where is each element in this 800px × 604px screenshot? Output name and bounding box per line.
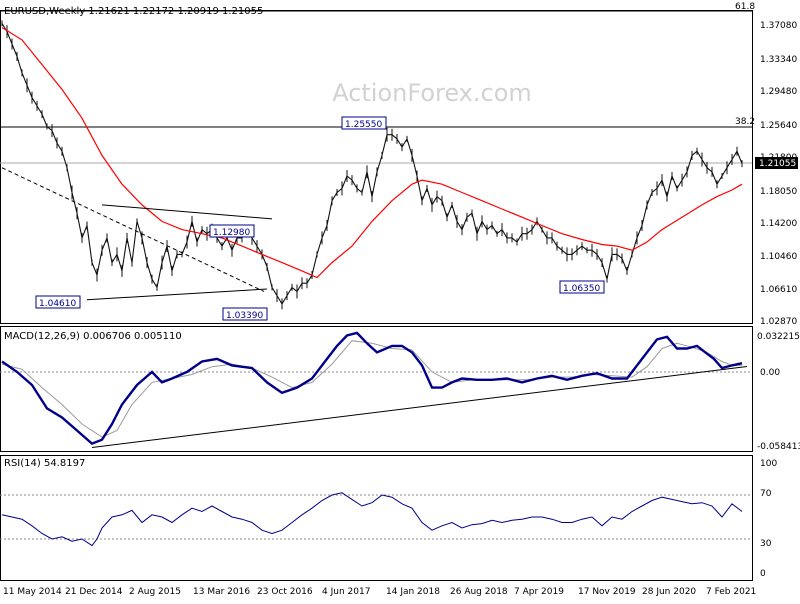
x-tick: 26 Aug 2018 xyxy=(450,587,508,597)
annotation-box xyxy=(35,295,81,309)
macd-title: MACD(12,26,9) 0.006706 0.005110 xyxy=(4,331,182,342)
price-tick: 1.37080 xyxy=(760,21,797,31)
price-tick: 1.06610 xyxy=(760,285,797,295)
fib-61-8-label: 61.8 xyxy=(735,2,755,12)
trendline xyxy=(101,204,273,220)
fib-38-2-label: 38.2 xyxy=(735,117,755,127)
annotation-label: 1.25550 xyxy=(345,120,382,130)
price-tick: 1.25640 xyxy=(760,121,797,131)
macd-tick: 0.032215 xyxy=(757,332,800,342)
annotation-label: 1.04610 xyxy=(39,299,76,309)
price-tick: 1.02870 xyxy=(760,317,797,327)
annotation-box xyxy=(341,116,387,130)
price-tick: 1.14200 xyxy=(760,219,797,229)
x-tick: 28 Jun 2020 xyxy=(642,587,696,597)
current-price-badge xyxy=(755,157,798,169)
price-tick: 1.33340 xyxy=(760,55,797,65)
annotation-box xyxy=(209,224,255,238)
macd-tick: -0.058413 xyxy=(757,442,800,452)
x-tick: 11 May 2014 xyxy=(3,587,62,597)
x-tick: 4 Jun 2017 xyxy=(322,587,370,597)
rsi-pane xyxy=(0,455,753,581)
price-trendlines xyxy=(1,167,273,301)
macd-pane xyxy=(0,326,753,452)
price-tick: 1.29480 xyxy=(760,87,797,97)
moving-average-series xyxy=(1,26,743,279)
macd-line xyxy=(1,331,743,445)
rsi-line xyxy=(1,492,743,547)
rsi-series xyxy=(0,492,752,547)
x-tick: 7 Feb 2021 xyxy=(706,587,756,597)
moving-average-line xyxy=(1,26,743,279)
x-tick: 21 Dec 2014 xyxy=(65,587,123,597)
price-tick: 1.10460 xyxy=(760,252,797,262)
annotation-box xyxy=(222,307,268,321)
trendline xyxy=(1,167,265,292)
macd-tick: 0.00 xyxy=(760,368,780,378)
annotation-label: 1.06350 xyxy=(563,284,600,294)
annotation-label: 1.12980 xyxy=(213,228,250,238)
macd-y-axis: 0.032215 0.00 -0.058413 xyxy=(757,332,800,452)
rsi-y-axis: 100 70 30 0 xyxy=(760,459,777,579)
x-tick: 13 Mar 2016 xyxy=(193,587,250,597)
rsi-tick: 30 xyxy=(760,539,772,549)
current-price-value: 1.21055 xyxy=(759,159,796,169)
macd-trendline xyxy=(91,365,748,448)
x-axis: 11 May 2014 21 Dec 2014 2 Aug 2015 13 Ma… xyxy=(3,587,756,597)
annotation-box xyxy=(559,280,605,294)
trendline xyxy=(86,288,268,301)
watermark: ActionForex.com xyxy=(332,79,532,107)
price-tick: 1.18050 xyxy=(760,187,797,197)
price-annotations: 1.25550 1.12980 1.04610 1.03390 1.06350 xyxy=(35,116,605,321)
macd-series xyxy=(0,331,752,448)
rsi-tick: 100 xyxy=(760,459,777,469)
x-tick: 23 Oct 2016 xyxy=(257,587,313,597)
rsi-tick: 0 xyxy=(760,569,766,579)
x-tick: 7 Apr 2019 xyxy=(514,587,564,597)
x-tick: 2 Aug 2015 xyxy=(129,587,181,597)
annotation-label: 1.03390 xyxy=(226,311,263,321)
macd-signal-line xyxy=(1,340,743,438)
x-tick: 17 Nov 2019 xyxy=(578,587,636,597)
rsi-title: RSI(14) 54.8197 xyxy=(4,458,85,469)
price-series xyxy=(1,20,743,310)
x-tick: 14 Jan 2018 xyxy=(386,587,440,597)
rsi-tick: 70 xyxy=(760,489,772,499)
